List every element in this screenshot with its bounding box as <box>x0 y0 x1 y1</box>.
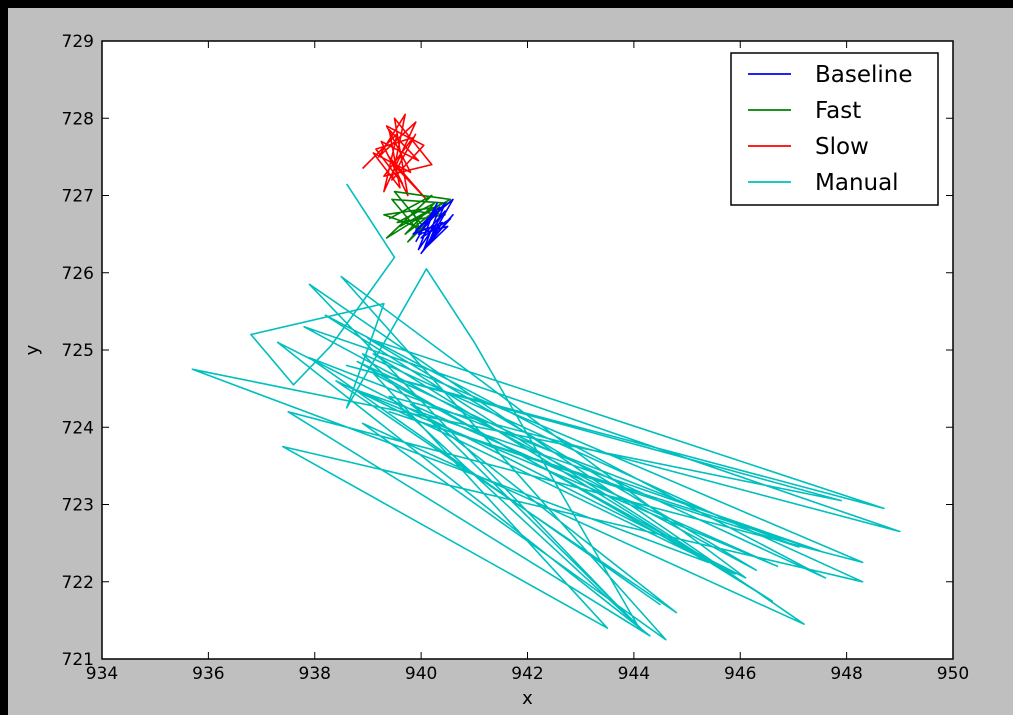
series-line-manual <box>191 183 901 641</box>
legend-label-baseline: Baseline <box>815 62 913 88</box>
axis-ticks: 934 936 938 940 942 944 946 948 950 721 722 723 724 7… <box>62 32 970 684</box>
y-tick-label: 727 <box>62 187 94 207</box>
y-axis-label: y <box>22 344 43 355</box>
figure-background: 934 936 938 940 942 944 946 948 950 721 722 723 724 7… <box>8 8 1013 715</box>
y-tick-label: 726 <box>62 264 94 284</box>
y-tick-label: 729 <box>62 32 94 52</box>
legend: Baseline Fast Slow Manual <box>730 52 939 206</box>
x-tick-label: 944 <box>618 664 650 684</box>
y-tick-label: 723 <box>62 496 94 516</box>
legend-box <box>730 52 939 206</box>
x-tick-label: 934 <box>86 664 118 684</box>
y-tick-label: 724 <box>62 418 94 438</box>
y-tick-label: 721 <box>62 650 94 670</box>
legend-label-manual: Manual <box>815 170 899 196</box>
series-layer <box>191 113 901 641</box>
y-tick-label: 722 <box>62 573 94 593</box>
line-chart: 934 936 938 940 942 944 946 948 950 721 722 723 724 7… <box>22 32 970 709</box>
y-tick-label: 728 <box>62 109 94 129</box>
x-tick-label: 950 <box>937 664 969 684</box>
x-tick-label: 940 <box>405 664 437 684</box>
x-tick-label: 946 <box>724 664 756 684</box>
x-tick-label: 948 <box>830 664 862 684</box>
x-tick-label: 938 <box>299 664 331 684</box>
y-tick-label: 725 <box>62 341 94 361</box>
series-line-slow <box>362 113 433 201</box>
series-line-baseline <box>412 198 454 255</box>
legend-label-slow: Slow <box>815 134 869 160</box>
plot-frame <box>101 40 954 660</box>
legend-label-fast: Fast <box>815 98 861 124</box>
x-axis-label: x <box>522 688 533 709</box>
x-tick-label: 936 <box>192 664 224 684</box>
x-tick-label: 942 <box>511 664 543 684</box>
